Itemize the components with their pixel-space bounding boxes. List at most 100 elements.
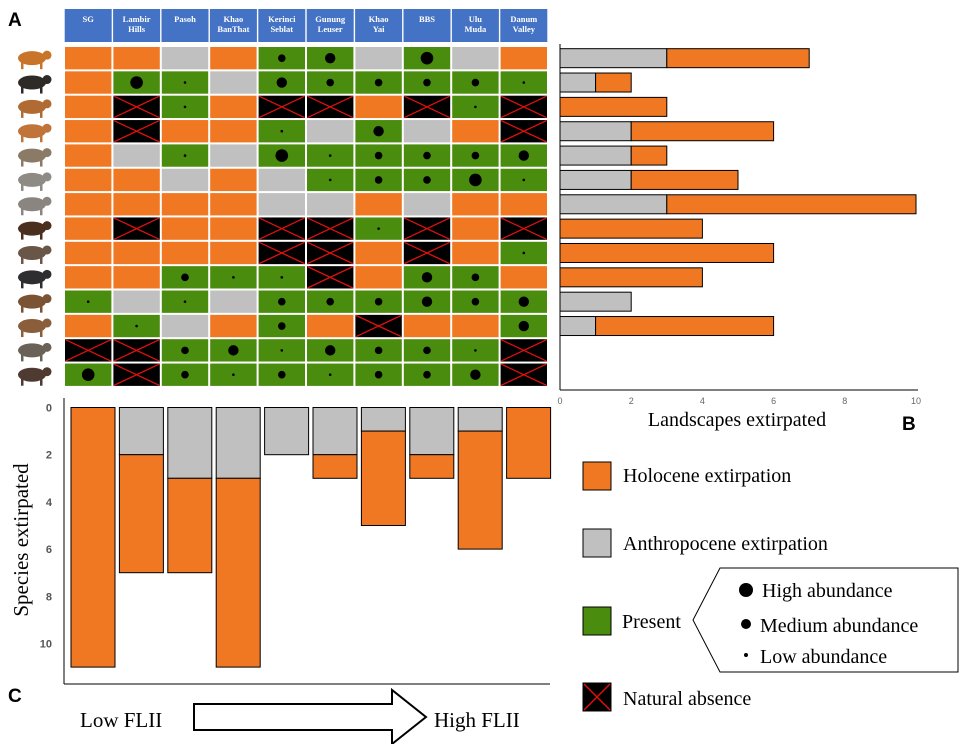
abundance-dot [471, 78, 480, 87]
icon-leg [40, 305, 43, 313]
wild-dog-icon [18, 123, 52, 143]
abundance-dot [374, 78, 383, 87]
bar-anthropocene [559, 169, 632, 190]
grid-cell-holocene [161, 193, 209, 216]
icon-leg [40, 183, 43, 191]
bar-holocene [457, 430, 503, 550]
abundance-dot [275, 149, 289, 162]
grid-cell-holocene [452, 217, 499, 240]
abundance-dot [183, 300, 187, 303]
b-tick-label: 8 [842, 396, 847, 406]
site-header-label: BBS [419, 14, 435, 24]
grid-cell-holocene [65, 314, 112, 338]
bar-holocene [506, 407, 552, 479]
grid-cell-holocene [113, 241, 160, 265]
species-icons [18, 50, 52, 386]
site-header-label: Pasoh [174, 14, 196, 24]
grid-cell-holocene [452, 120, 499, 143]
icon-leg [21, 159, 24, 167]
abundance-dot [181, 346, 189, 355]
grid-cell-anthropocene [403, 193, 451, 216]
grid-cell-holocene [210, 217, 257, 240]
abundance-dot [276, 77, 287, 88]
grid-cell-holocene [403, 314, 451, 338]
site-header-label: Ulu Muda [465, 14, 487, 34]
icon-leg [40, 354, 43, 362]
abundance-dot [325, 52, 336, 64]
abundance-dot [135, 324, 138, 328]
icon-leg [21, 330, 24, 338]
legend-high-dot [739, 583, 753, 597]
abundance-dot [326, 78, 335, 87]
abundance-dot [421, 296, 433, 307]
bar-holocene [559, 96, 668, 117]
b-tick-label: 6 [771, 396, 776, 406]
natural-absence-cross [404, 95, 450, 119]
abundance-dot [374, 370, 383, 379]
b-tick-label: 2 [629, 396, 634, 406]
icon-body [18, 197, 46, 212]
icon-leg [40, 378, 43, 386]
site-header-cell [113, 9, 161, 42]
bar-holocene [559, 242, 775, 263]
grid-cell-holocene [355, 193, 402, 216]
icon-body [18, 319, 46, 334]
wild-boar-icon [18, 367, 52, 386]
bar-anthropocene [559, 121, 632, 142]
grid-cell-holocene [113, 47, 160, 70]
tiger-icon [18, 50, 52, 70]
icon-head [42, 75, 52, 85]
abundance-dot [374, 151, 383, 160]
abundance-dot [374, 346, 383, 355]
abundance-dot [130, 76, 143, 89]
bar-holocene [167, 477, 213, 574]
grid-cell-anthropocene [307, 193, 354, 216]
icon-leg [21, 354, 24, 362]
icon-head [42, 342, 52, 352]
abundance-dot [328, 178, 332, 182]
bar-anthropocene [559, 316, 597, 337]
gaur-icon [18, 221, 52, 240]
grid-cell-anthropocene [210, 71, 257, 94]
grid-cell-holocene [452, 241, 499, 265]
bar-anthropocene [264, 407, 310, 456]
bar-holocene [595, 72, 632, 93]
b-bars [559, 48, 917, 337]
c-bars [70, 407, 552, 668]
grid-cell-anthropocene [355, 47, 402, 70]
c-tick-label: 6 [46, 544, 52, 556]
site-header-label: Khao Yai [369, 14, 389, 34]
grid-cell-anthropocene [452, 47, 499, 70]
abundance-dot [471, 297, 480, 306]
bar-holocene [118, 454, 164, 574]
abundance-dot [423, 176, 431, 184]
flii-gradient: Low FLII High FLII [80, 687, 520, 744]
natural-absence-cross [500, 119, 547, 143]
abundance-dot [328, 373, 332, 377]
icon-head [42, 196, 52, 206]
icon-body [18, 148, 46, 163]
natural-absence-cross [500, 339, 547, 362]
icon-body [18, 51, 46, 66]
legend-anthropocene-swatch [582, 528, 612, 558]
grid-cell-anthropocene [113, 144, 160, 167]
bar-holocene [630, 169, 739, 190]
grid-cell-holocene [452, 314, 499, 338]
natural-absence-cross [307, 241, 354, 265]
bar-anthropocene [409, 407, 455, 456]
legend: Holocene extirpation Anthropocene extirp… [582, 461, 959, 712]
bar-holocene [70, 407, 116, 668]
c-tick-label: 2 [46, 450, 52, 462]
abundance-dot [325, 345, 336, 356]
icon-head [42, 99, 52, 109]
site-headers: SG Lambir Hills Pasoh Khao BanThat Kerinci Sebl… [64, 9, 548, 42]
grid-cell-anthropocene [258, 168, 305, 192]
c-tick-label: 10 [40, 639, 52, 651]
b-tick-label: 4 [700, 396, 705, 406]
icon-leg [40, 86, 43, 94]
grid-cell-anthropocene [403, 120, 451, 143]
grid-cell-holocene [355, 266, 402, 289]
icon-head [42, 221, 52, 231]
icon-leg [21, 281, 24, 289]
